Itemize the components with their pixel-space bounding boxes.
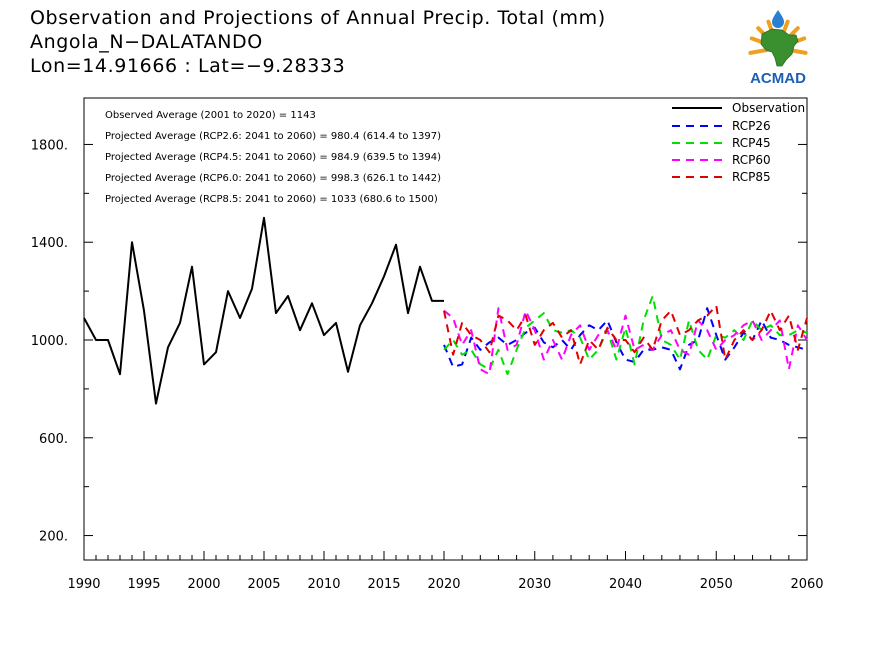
water-drop-icon	[772, 10, 784, 28]
y-tick-label: 1400.	[31, 236, 68, 251]
x-tick-label: 2010	[307, 577, 340, 592]
x-tick-label: 2040	[609, 577, 642, 592]
x-tick-label: 2015	[367, 577, 400, 592]
legend-label-rcp45: RCP45	[732, 136, 771, 150]
stats-box: Observed Average (2001 to 2020) = 1143 P…	[105, 110, 441, 205]
y-tick-label: 1000.	[31, 334, 68, 349]
x-tick-label: 2020	[427, 577, 460, 592]
station-name: Angola_N−DALATANDO	[30, 31, 263, 53]
station-coordinates: Lon=14.91666 : Lat=−9.28333	[30, 55, 346, 77]
x-tick-label: 2005	[247, 577, 280, 592]
x-tick-label: 2050	[700, 577, 733, 592]
y-tick-label: 600.	[39, 432, 68, 447]
legend: Observation RCP26 RCP45 RCP60 RCP85	[672, 101, 805, 184]
x-axis: 1990 1995 2000 2005 2010 2015 2020 2030 2040 2050…	[67, 551, 824, 592]
x-tick-label: 2000	[187, 577, 220, 592]
stat-rcp45: Projected Average (RCP4.5: 2041 to 2060)…	[105, 152, 441, 163]
series-line-rcp60	[443, 307, 808, 376]
africa-map-icon	[760, 28, 799, 67]
series-layer	[83, 216, 808, 405]
legend-label-observation: Observation	[732, 101, 805, 115]
stat-rcp60: Projected Average (RCP6.0: 2041 to 2060)…	[105, 173, 441, 184]
plot-frame	[83, 97, 808, 561]
x-tick-label: 2030	[518, 577, 551, 592]
x-tick-label: 2060	[790, 577, 823, 592]
legend-label-rcp85: RCP85	[732, 170, 771, 184]
chart-header: Observation and Projections of Annual Pr…	[30, 6, 606, 78]
stat-rcp26: Projected Average (RCP2.6: 2041 to 2060)…	[105, 131, 441, 142]
x-tick-label: 1990	[67, 577, 100, 592]
stat-observed: Observed Average (2001 to 2020) = 1143	[105, 110, 316, 121]
y-axis: 200. 600. 1000. 1400. 1800.	[31, 138, 807, 545]
acmad-logo: ACMAD	[748, 10, 808, 87]
x-tick-label: 1995	[127, 577, 160, 592]
series-line-rcp85	[443, 304, 808, 366]
stat-rcp85: Projected Average (RCP8.5: 2041 to 2060)…	[105, 194, 438, 205]
legend-label-rcp60: RCP60	[732, 153, 771, 167]
y-tick-label: 200.	[39, 530, 68, 545]
y-tick-label: 1800.	[31, 138, 68, 153]
chart-title: Observation and Projections of Annual Pr…	[30, 7, 606, 29]
legend-label-rcp26: RCP26	[732, 119, 771, 133]
acmad-logo-text: ACMAD	[750, 70, 806, 87]
series-line-observation	[83, 216, 444, 405]
